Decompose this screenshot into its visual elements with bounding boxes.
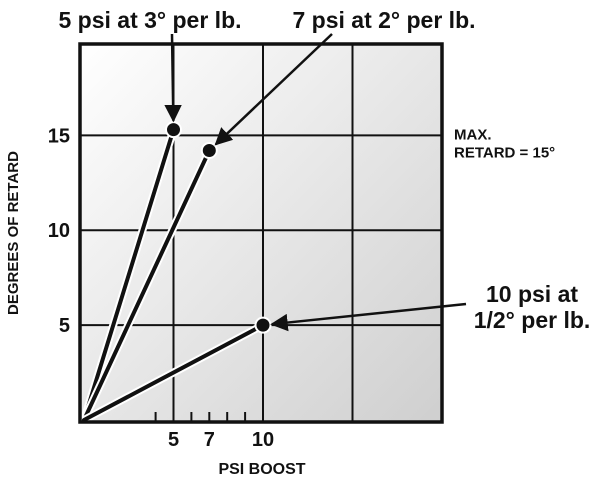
- annotation-arrow: [214, 33, 333, 146]
- series-line-stroke: [82, 148, 212, 422]
- annotation-arrow: [164, 33, 182, 123]
- series-endpoint: [200, 142, 218, 160]
- y-tick-label: 10: [48, 220, 70, 242]
- series-line-stroke: [82, 127, 176, 422]
- max-retard-label-line: RETARD = 15°: [454, 144, 555, 161]
- max-retard-label: MAX. RETARD = 15°: [454, 126, 555, 161]
- plot-frame: [78, 42, 444, 424]
- series-line-2: [80, 316, 272, 424]
- x-tick-label: 7: [204, 429, 215, 451]
- annotation-label: 7 psi at 2° per lb.: [292, 7, 475, 33]
- annotation-arrow: [270, 302, 467, 332]
- max-retard-label-line: MAX.: [454, 126, 492, 143]
- series-layer: [80, 121, 272, 424]
- annotation-layer: 5 psi at 3° per lb. 7 psi at 2° per lb. 10…: [58, 7, 590, 333]
- annotation-label: 10 psi at 1/2° per lb.: [474, 281, 591, 333]
- x-axis-title: PSI BOOST: [218, 461, 305, 478]
- series-endpoint: [165, 121, 182, 139]
- series-endpoint: [254, 316, 272, 334]
- annotation-label: 5 psi at 3° per lb.: [58, 7, 241, 33]
- annotation-line: 1/2° per lb.: [474, 307, 591, 333]
- y-axis-title: DEGREES OF RETARD: [5, 151, 22, 315]
- annotation-line: 7 psi at 2° per lb.: [292, 7, 475, 33]
- y-tick-label: 15: [48, 125, 70, 147]
- series-line-1: [80, 142, 218, 424]
- series-line-stroke: [82, 323, 265, 422]
- annotation-line: 5 psi at 3° per lb.: [58, 7, 241, 33]
- y-tick-label: 5: [59, 315, 70, 337]
- tick-layer: 5 7 10 5 10 15: [48, 125, 274, 451]
- x-tick-label: 10: [252, 429, 274, 451]
- x-tick-label: 5: [168, 429, 179, 451]
- annotation-line: 10 psi at: [486, 281, 578, 307]
